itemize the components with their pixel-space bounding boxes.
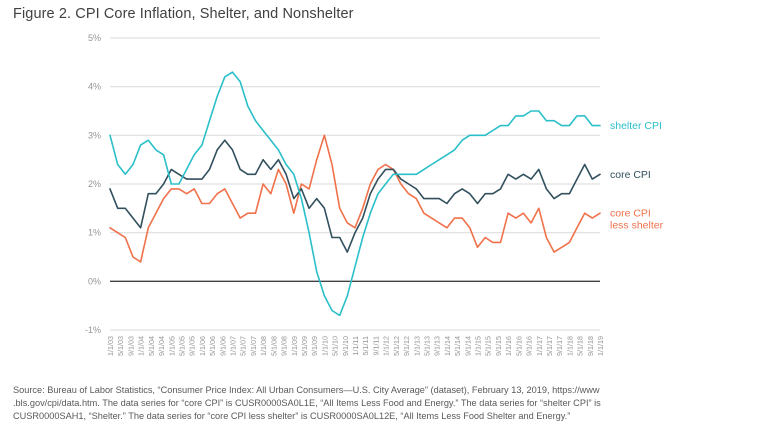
- x-tick-label: 5/1/15: [484, 336, 493, 356]
- x-tick-label: 9/1/15: [494, 336, 503, 356]
- x-tick-label: 9/1/13: [433, 336, 442, 356]
- x-tick-label: 1/1/05: [167, 336, 176, 356]
- series-label-core-cpi-less-shelter: less shelter: [610, 220, 664, 232]
- source-note: Source: Bureau of Labor Statistics, “Con…: [13, 384, 761, 423]
- x-tick-label: 9/1/05: [188, 336, 197, 356]
- x-tick-label: 5/1/14: [453, 336, 462, 356]
- x-tick-label: 5/1/06: [208, 336, 217, 356]
- x-tick-label: 9/1/17: [555, 336, 564, 356]
- x-tick-label: 9/1/09: [310, 336, 319, 356]
- x-tick-label: 9/1/07: [249, 336, 258, 356]
- x-tick-label: 9/1/10: [341, 336, 350, 356]
- x-tick-label: 5/1/13: [422, 336, 431, 356]
- series-line-core-cpi: [109, 139, 601, 253]
- figure-title: Figure 2. CPI Core Inflation, Shelter, a…: [13, 6, 354, 22]
- y-tick-label: 1%: [88, 228, 101, 238]
- x-tick-label: 5/1/03: [116, 336, 125, 356]
- source-line-2: .bls.gov/cpi/data.htm. The data series f…: [13, 398, 601, 408]
- x-tick-label: 9/1/06: [218, 336, 227, 356]
- x-tick-label: 1/1/15: [474, 336, 483, 356]
- y-tick-label: 0%: [88, 276, 101, 286]
- x-tick-label: 9/1/03: [126, 336, 135, 356]
- x-tick-label: 5/1/18: [576, 336, 585, 356]
- y-tick-label: 5%: [88, 33, 101, 43]
- x-tick-label: 5/1/10: [331, 336, 340, 356]
- x-tick-label: 5/1/08: [269, 336, 278, 356]
- y-tick-label: 3%: [88, 130, 101, 140]
- x-tick-label: 5/1/11: [361, 336, 370, 355]
- x-tick-label: 1/1/13: [412, 336, 421, 356]
- x-tick-label: 1/1/16: [504, 336, 513, 356]
- x-tick-label: 9/1/16: [525, 336, 534, 356]
- series-label-shelter-cpi: shelter CPI: [610, 120, 662, 132]
- series-label-core-cpi-less-shelter: core CPI: [610, 208, 651, 220]
- x-tick-label: 1/1/14: [443, 336, 452, 356]
- x-tick-label: 1/1/10: [320, 336, 329, 356]
- x-tick-label: 1/1/17: [535, 336, 544, 356]
- x-tick-label: 1/1/09: [290, 336, 299, 356]
- x-tick-label: 1/1/08: [259, 336, 268, 356]
- x-tick-label: 1/1/04: [137, 336, 146, 356]
- source-line-1: Source: Bureau of Labor Statistics, “Con…: [13, 385, 600, 395]
- x-tick-label: 1/1/03: [106, 336, 115, 356]
- x-tick-label: 9/1/14: [463, 336, 472, 356]
- x-tick-label: 9/1/04: [157, 336, 166, 356]
- x-tick-label: 1/1/11: [351, 336, 360, 355]
- x-tick-label: 5/1/04: [147, 336, 156, 356]
- y-tick-label: 2%: [88, 179, 101, 189]
- chart-canvas: 5%4%3%2%1%0%-1%1/1/03 5/1/03 9/1/03 1/1/04 5…: [85, 33, 664, 356]
- x-tick-label: 9/1/11: [371, 336, 380, 355]
- x-tick-label: 1/1/19: [596, 336, 605, 356]
- x-tick-label: 1/1/12: [382, 336, 391, 356]
- x-tick-label: 5/1/09: [300, 336, 309, 356]
- x-tick-label: 5/1/05: [177, 336, 186, 356]
- series-label-core-cpi: core CPI: [610, 169, 651, 181]
- source-line-3: CUSR0000SAH1, “Shelter.” The data series…: [13, 411, 571, 421]
- x-tick-label: 9/1/18: [586, 336, 595, 356]
- x-tick-label: 1/1/06: [198, 336, 207, 356]
- x-tick-label: 1/1/18: [565, 336, 574, 356]
- y-tick-label: 4%: [88, 82, 101, 92]
- x-tick-label: 5/1/12: [392, 336, 401, 356]
- x-tick-label: 9/1/12: [402, 336, 411, 356]
- x-tick-label: 9/1/08: [280, 336, 289, 356]
- y-tick-label: -1%: [85, 325, 101, 335]
- series-line-core-cpi-less-shelter: [109, 134, 601, 263]
- x-tick-label: 5/1/07: [239, 336, 248, 356]
- x-tick-label: 5/1/16: [514, 336, 523, 356]
- series-line-shelter-cpi: [109, 71, 601, 317]
- x-tick-label: 5/1/17: [545, 336, 554, 356]
- x-tick-label: 1/1/07: [229, 336, 238, 356]
